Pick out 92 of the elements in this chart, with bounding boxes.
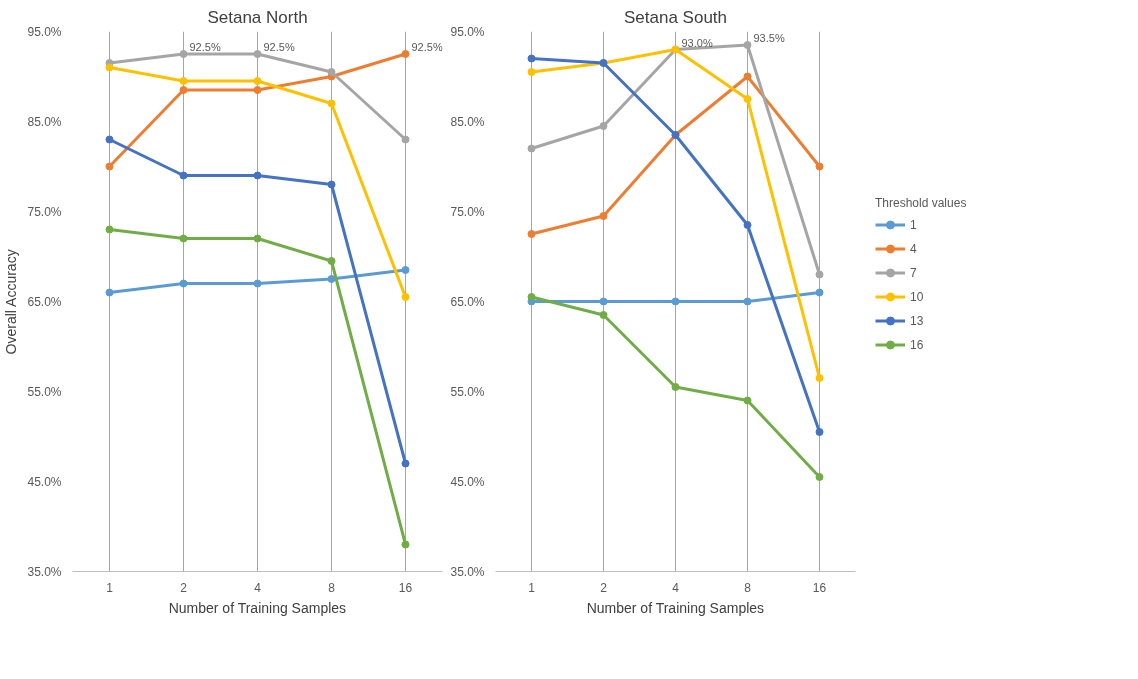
point <box>599 297 608 306</box>
legend-title: Threshold values <box>875 195 967 210</box>
point <box>179 50 188 58</box>
x-axis-title: Number of Training Samples <box>168 599 347 616</box>
y-axis-title: Overall Accuracy <box>3 249 20 355</box>
y-tick-label: 45.0% <box>27 474 62 489</box>
point <box>815 162 824 171</box>
y-tick-label: 75.0% <box>450 204 485 219</box>
point <box>815 288 824 297</box>
point <box>527 54 536 63</box>
y-tick-label: 85.0% <box>27 114 62 129</box>
point <box>527 293 536 301</box>
point <box>527 68 536 76</box>
point <box>743 221 752 229</box>
point <box>179 171 188 180</box>
annotation: 92.5% <box>189 41 221 53</box>
point <box>253 50 262 58</box>
point <box>105 63 114 72</box>
point <box>815 473 824 481</box>
point <box>743 41 752 49</box>
x-tick-label: 1 <box>528 580 536 595</box>
point <box>815 374 824 382</box>
x-tick-label: 8 <box>328 580 336 595</box>
legend-label: 1 <box>910 217 918 232</box>
point <box>105 135 114 144</box>
y-tick-label: 55.0% <box>27 384 62 399</box>
x-tick-label: 2 <box>180 580 188 595</box>
point <box>179 77 188 85</box>
point <box>253 77 262 85</box>
annotation: 92.5% <box>263 41 295 53</box>
point <box>401 266 410 274</box>
legend-label: 13 <box>910 313 925 328</box>
y-tick-label: 95.0% <box>27 24 62 39</box>
x-tick-label: 4 <box>254 580 262 595</box>
y-tick-label: 95.0% <box>450 24 485 39</box>
point <box>179 86 188 94</box>
point <box>671 297 680 306</box>
point <box>253 171 262 180</box>
point <box>401 459 410 468</box>
x-tick-label: 8 <box>744 580 752 595</box>
legend-label: 16 <box>910 337 925 352</box>
point <box>599 311 608 319</box>
point <box>815 270 824 279</box>
x-tick-label: 16 <box>812 580 827 595</box>
point <box>671 383 680 391</box>
point <box>401 293 410 301</box>
x-tick-label: 16 <box>398 580 413 595</box>
point <box>401 135 410 144</box>
point <box>327 180 336 189</box>
y-tick-label: 35.0% <box>450 564 485 579</box>
point <box>527 144 536 153</box>
point <box>327 275 336 283</box>
x-tick-label: 2 <box>600 580 608 595</box>
x-tick-label: 4 <box>672 580 680 595</box>
legend-label: 7 <box>910 265 918 280</box>
y-tick-label: 45.0% <box>450 474 485 489</box>
point <box>599 122 608 130</box>
point <box>743 396 752 405</box>
point <box>179 279 188 288</box>
point <box>179 234 188 243</box>
point <box>105 288 114 297</box>
point <box>327 257 336 265</box>
point <box>327 99 336 108</box>
point <box>253 86 262 94</box>
chart-title: Setana South <box>623 7 728 27</box>
y-tick-label: 35.0% <box>27 564 62 579</box>
point <box>253 234 262 243</box>
point <box>815 428 824 436</box>
y-tick-label: 65.0% <box>450 294 485 309</box>
y-tick-label: 85.0% <box>450 114 485 129</box>
y-tick-label: 75.0% <box>27 204 62 219</box>
legend-label: 10 <box>910 289 925 304</box>
point <box>743 72 752 81</box>
x-tick-label: 1 <box>106 580 114 595</box>
point <box>327 68 336 76</box>
point <box>105 162 114 171</box>
legend-label: 4 <box>910 241 918 256</box>
point <box>105 225 114 234</box>
x-axis-title: Number of Training Samples <box>586 599 765 616</box>
point <box>599 212 608 220</box>
annotation: 93.5% <box>753 32 785 44</box>
y-tick-label: 65.0% <box>27 294 62 309</box>
y-tick-label: 55.0% <box>450 384 485 399</box>
point <box>527 230 536 238</box>
annotation: 92.5% <box>411 41 443 53</box>
point <box>401 540 410 549</box>
point <box>743 297 752 306</box>
point <box>401 50 410 58</box>
point <box>253 279 262 288</box>
chart-title: Setana North <box>207 7 308 27</box>
point <box>743 95 752 103</box>
annotation: 93.0% <box>681 36 713 49</box>
